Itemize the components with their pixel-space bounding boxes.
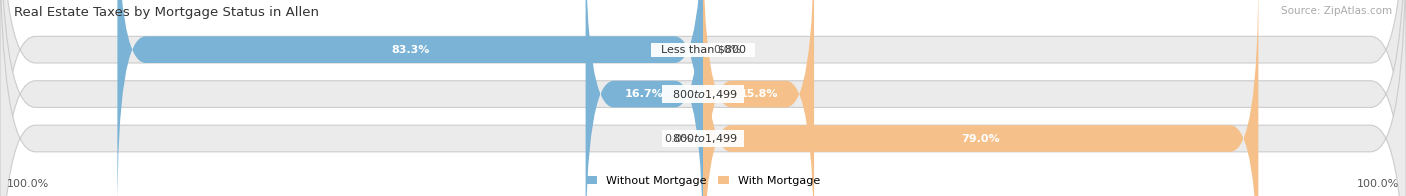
Text: 100.0%: 100.0%	[1357, 179, 1399, 189]
Text: Source: ZipAtlas.com: Source: ZipAtlas.com	[1281, 6, 1392, 16]
FancyBboxPatch shape	[117, 0, 703, 196]
Text: Real Estate Taxes by Mortgage Status in Allen: Real Estate Taxes by Mortgage Status in …	[14, 6, 319, 19]
Text: $800 to $1,499: $800 to $1,499	[665, 88, 741, 101]
FancyBboxPatch shape	[586, 0, 703, 196]
Text: 83.3%: 83.3%	[391, 45, 429, 55]
Text: 0.0%: 0.0%	[713, 45, 742, 55]
Text: 16.7%: 16.7%	[624, 89, 664, 99]
Text: $800 to $1,499: $800 to $1,499	[665, 132, 741, 145]
Text: Less than $800: Less than $800	[654, 45, 752, 55]
Text: 79.0%: 79.0%	[962, 133, 1000, 143]
FancyBboxPatch shape	[703, 0, 1258, 196]
Text: 15.8%: 15.8%	[740, 89, 778, 99]
Text: 100.0%: 100.0%	[7, 179, 49, 189]
Legend: Without Mortgage, With Mortgage: Without Mortgage, With Mortgage	[582, 172, 824, 191]
FancyBboxPatch shape	[703, 0, 814, 196]
Text: 0.0%: 0.0%	[664, 133, 693, 143]
